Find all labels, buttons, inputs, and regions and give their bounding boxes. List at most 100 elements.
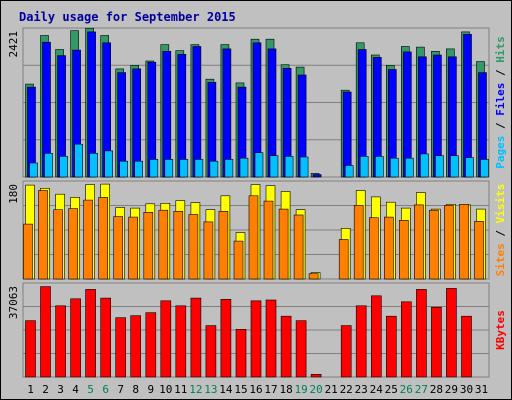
bar-pages-day-3 bbox=[59, 156, 68, 178]
x-tick-day-3: 3 bbox=[57, 383, 64, 396]
bar-pages-day-23 bbox=[359, 156, 369, 178]
bar-kbytes-day-19 bbox=[295, 320, 307, 378]
bar-kbytes-day-9 bbox=[145, 312, 157, 378]
panel-1-series-labels: Pages / Files / Hits bbox=[494, 36, 507, 169]
bar-sites-day-4 bbox=[68, 208, 78, 280]
x-tick-day-11: 11 bbox=[174, 383, 187, 396]
bar-kbytes-day-18 bbox=[280, 315, 292, 378]
bar-kbytes-day-1 bbox=[25, 320, 36, 378]
x-tick-day-5: 5 bbox=[87, 383, 94, 396]
x-tick-day-9: 9 bbox=[147, 383, 154, 396]
x-tick-day-15: 15 bbox=[234, 383, 247, 396]
bar-kbytes-day-4 bbox=[70, 298, 81, 378]
x-tick-day-21: 21 bbox=[325, 383, 338, 396]
bar-sites-day-28 bbox=[429, 209, 439, 280]
bar-kbytes-day-28 bbox=[431, 306, 442, 378]
panel-1-ymax-label: 2421 bbox=[7, 31, 20, 58]
bar-kbytes-day-22 bbox=[340, 325, 352, 378]
bar-sites-day-1 bbox=[23, 223, 33, 280]
series-label-visits: Visits bbox=[494, 184, 507, 224]
x-tick-day-12: 12 bbox=[189, 383, 202, 396]
x-tick-day-27: 27 bbox=[415, 383, 428, 396]
bar-kbytes-day-25 bbox=[385, 315, 397, 378]
bar-files-day-14 bbox=[222, 48, 232, 178]
bar-pages-day-5 bbox=[89, 153, 98, 178]
bar-kbytes-day-23 bbox=[355, 305, 367, 378]
bar-kbytes-day-5 bbox=[85, 289, 96, 378]
bar-files-day-30 bbox=[463, 33, 472, 178]
x-tick-day-24: 24 bbox=[370, 383, 384, 396]
bar-sites-day-18 bbox=[278, 208, 289, 280]
bar-sites-day-6 bbox=[98, 197, 108, 280]
bar-sites-day-17 bbox=[263, 200, 274, 280]
series-label-sites: Sites bbox=[494, 243, 507, 276]
bar-pages-day-11 bbox=[179, 159, 189, 178]
bar-sites-day-15 bbox=[233, 240, 244, 280]
x-tick-day-14: 14 bbox=[219, 383, 233, 396]
bar-pages-day-1 bbox=[29, 162, 38, 178]
x-tick-day-20: 20 bbox=[309, 383, 322, 396]
bar-sites-day-5 bbox=[83, 199, 93, 280]
x-tick-day-13: 13 bbox=[204, 383, 217, 396]
bar-pages-day-16 bbox=[254, 152, 264, 178]
x-tick-day-26: 26 bbox=[400, 383, 413, 396]
panel-3-ymax-label: 37063 bbox=[7, 286, 20, 319]
panel-2-series-labels: Sites / Visits bbox=[494, 184, 507, 277]
chart-title: Daily usage for September 2015 bbox=[19, 10, 236, 24]
bar-sites-day-16 bbox=[248, 195, 259, 280]
bar-pages-day-18 bbox=[284, 156, 294, 178]
bar-pages-day-15 bbox=[239, 157, 249, 178]
bar-sites-day-10 bbox=[158, 209, 169, 280]
bar-kbytes-day-24 bbox=[370, 295, 382, 378]
x-tick-day-2: 2 bbox=[42, 383, 49, 396]
series-label-separator: / bbox=[494, 223, 507, 243]
bar-sites-day-23 bbox=[353, 205, 364, 280]
series-label-hits: Hits bbox=[494, 36, 507, 63]
x-tick-day-8: 8 bbox=[132, 383, 139, 396]
bar-sites-day-12 bbox=[188, 214, 199, 280]
series-label-kbytes: KBytes bbox=[494, 310, 507, 350]
bar-sites-day-25 bbox=[383, 216, 394, 280]
bar-kbytes-day-14 bbox=[220, 298, 232, 378]
bar-sites-day-22 bbox=[338, 239, 349, 280]
bar-pages-day-30 bbox=[465, 157, 474, 178]
bar-pages-day-19 bbox=[299, 156, 309, 178]
bar-pages-day-29 bbox=[450, 155, 459, 178]
bar-pages-day-24 bbox=[374, 156, 384, 178]
bar-kbytes-day-8 bbox=[130, 315, 141, 378]
panel-2-ymax-label: 180 bbox=[7, 184, 20, 204]
bar-sites-day-14 bbox=[218, 211, 229, 280]
bar-files-day-22 bbox=[342, 91, 352, 178]
x-tick-day-4: 4 bbox=[72, 383, 79, 396]
x-tick-day-7: 7 bbox=[117, 383, 124, 396]
bar-pages-day-28 bbox=[435, 155, 444, 178]
bar-sites-day-27 bbox=[414, 204, 424, 280]
x-tick-day-22: 22 bbox=[340, 383, 353, 396]
series-label-pages: Pages bbox=[494, 136, 507, 169]
x-tick-day-31: 31 bbox=[475, 383, 488, 396]
bar-files-day-8 bbox=[132, 68, 141, 178]
bar-sites-day-7 bbox=[113, 216, 123, 280]
bar-kbytes-day-11 bbox=[175, 305, 187, 378]
x-tick-day-23: 23 bbox=[355, 383, 368, 396]
bar-pages-day-8 bbox=[134, 160, 143, 178]
x-tick-day-19: 19 bbox=[294, 383, 307, 396]
bar-kbytes-day-17 bbox=[265, 299, 277, 378]
bar-kbytes-day-29 bbox=[446, 288, 457, 378]
bar-kbytes-day-20 bbox=[310, 373, 322, 378]
bar-pages-day-12 bbox=[194, 159, 204, 178]
series-label-files: Files bbox=[494, 83, 507, 116]
bar-sites-day-2 bbox=[38, 190, 48, 280]
bar-kbytes-day-3 bbox=[55, 305, 66, 378]
x-tick-day-25: 25 bbox=[385, 383, 398, 396]
bar-pages-day-31 bbox=[480, 159, 489, 178]
x-tick-day-16: 16 bbox=[249, 383, 262, 396]
bar-files-day-11 bbox=[177, 53, 187, 178]
bar-files-day-20 bbox=[312, 174, 322, 178]
bar-kbytes-day-12 bbox=[190, 297, 202, 378]
bar-kbytes-day-6 bbox=[100, 297, 111, 378]
x-tick-day-18: 18 bbox=[279, 383, 292, 396]
bar-pages-day-9 bbox=[149, 159, 159, 178]
